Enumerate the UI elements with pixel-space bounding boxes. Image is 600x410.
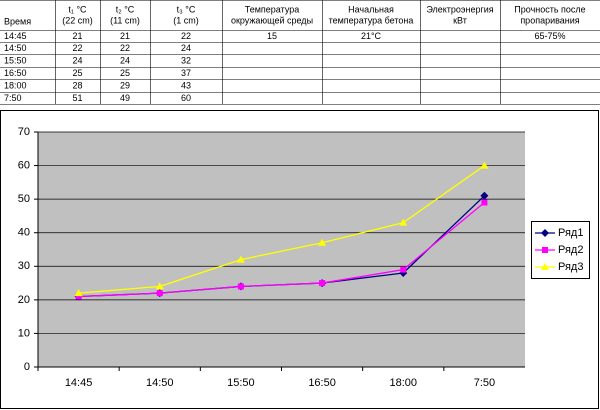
- table-cell: 32: [181, 55, 191, 65]
- table-cell: 21°C: [361, 31, 382, 41]
- data-point: [74, 289, 83, 297]
- y-tick-label: 70: [18, 126, 30, 138]
- legend-marker: [541, 229, 549, 237]
- table-cell: 65-75%: [534, 31, 565, 41]
- table-cell: 37: [181, 68, 191, 78]
- series-line: [78, 201, 485, 298]
- table-cell: 18:00: [4, 80, 27, 90]
- table-header: (22 cm): [62, 15, 93, 25]
- table-header: температура бетона: [329, 15, 414, 25]
- y-tick-label: 0: [24, 361, 30, 373]
- data-point: [481, 199, 488, 206]
- table-cell: 7:50: [4, 93, 22, 103]
- data-point: [155, 282, 164, 290]
- x-tick-label: 15:50: [227, 377, 255, 389]
- table-header: пропаривания: [520, 15, 579, 25]
- legend-label: Ряд2: [558, 244, 583, 256]
- table-header: Температура: [245, 4, 300, 14]
- table-cell: 60: [181, 93, 191, 103]
- plot-area: [38, 132, 525, 367]
- legend-label: Ряд1: [558, 227, 583, 239]
- table-cell: 14:50: [4, 43, 27, 53]
- table-cell: 28: [72, 80, 82, 90]
- y-tick-label: 30: [18, 260, 30, 272]
- data-point: [236, 255, 245, 263]
- table-cell: 24: [120, 55, 130, 65]
- data-point: [318, 238, 327, 246]
- table-header: t₃ °C: [177, 4, 196, 14]
- table-cell: 25: [120, 68, 130, 78]
- x-tick-label: 18:00: [389, 377, 417, 389]
- table-cell: 24: [72, 55, 82, 65]
- data-point: [319, 280, 326, 287]
- table-header: кВт: [453, 15, 467, 25]
- y-tick-label: 50: [18, 193, 30, 205]
- table-cell: 22: [120, 43, 130, 53]
- table-header: Прочность после: [514, 4, 585, 14]
- table-header: (1 cm): [173, 15, 199, 25]
- data-point: [400, 266, 407, 273]
- data-point: [399, 218, 408, 226]
- table-cell: 51: [72, 93, 82, 103]
- x-tick-label: 16:50: [308, 377, 336, 389]
- table-cell: 22: [72, 43, 82, 53]
- table-cell: 29: [120, 80, 130, 90]
- table-cell: 15:50: [4, 55, 27, 65]
- legend-marker: [541, 263, 549, 270]
- table-header: Время: [4, 16, 31, 26]
- x-tick-label: 14:45: [65, 377, 93, 389]
- x-tick-label: 14:50: [146, 377, 174, 389]
- table-cell: 21: [120, 31, 130, 41]
- table-header: t₁ °C: [68, 4, 87, 14]
- table-header: Начальная: [348, 4, 394, 14]
- table-cell: 16:50: [4, 68, 27, 78]
- y-tick-label: 10: [18, 327, 30, 339]
- y-tick-label: 20: [18, 294, 30, 306]
- table-cell: 43: [181, 80, 191, 90]
- table-cell: 15: [267, 31, 277, 41]
- table-cell: 24: [181, 43, 191, 53]
- data-point: [480, 191, 489, 200]
- x-tick-label: 7:50: [474, 377, 495, 389]
- data-point: [156, 290, 163, 297]
- table-header: t₂ °C: [116, 4, 135, 14]
- y-tick-label: 40: [18, 227, 30, 239]
- table-cell: 49: [120, 93, 130, 103]
- table-header: Электроэнергия: [426, 4, 493, 14]
- legend-label: Ряд3: [558, 261, 583, 273]
- y-tick-label: 60: [18, 159, 30, 171]
- legend-marker: [542, 247, 548, 253]
- table-cell: 21: [72, 31, 82, 41]
- table-header: окружающей среды: [231, 15, 313, 25]
- series-line: [78, 165, 485, 294]
- data-point: [75, 293, 82, 300]
- data-point: [237, 283, 244, 290]
- table-cell: 14:45: [4, 31, 27, 41]
- data-point: [480, 161, 489, 169]
- table-cell: 22: [181, 31, 191, 41]
- table-header: (11 cm): [110, 15, 140, 25]
- table-cell: 25: [72, 68, 82, 78]
